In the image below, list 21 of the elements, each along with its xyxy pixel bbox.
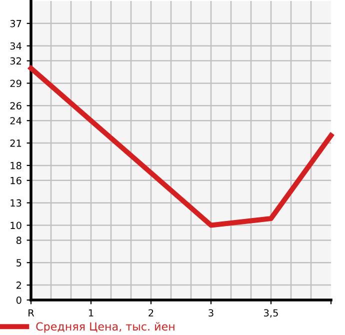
y-tick-label: 5 (16, 259, 22, 266)
y-tick-label: 10 (10, 222, 22, 230)
y-tick-label: 24 (10, 117, 22, 124)
x-tick-label: 1 (88, 309, 94, 316)
y-tick-label: 34 (10, 42, 22, 50)
y-tick-label: 26 (10, 102, 22, 110)
y-tick-label: 0 (16, 296, 22, 304)
y-tick-label: 8 (16, 236, 22, 244)
y-tick-label: 13 (10, 199, 22, 207)
y-tick-label: 29 (10, 80, 22, 88)
y-tick-label: 37 (10, 20, 22, 28)
y-tick-label: 16 (10, 176, 22, 184)
y-tick-label: 18 (10, 162, 22, 170)
x-tick-label: 2 (148, 309, 154, 316)
x-tick-label: 3 (208, 309, 214, 317)
x-tick-label: 3,5 (264, 309, 278, 318)
y-tick-label: 21 (10, 140, 22, 147)
y-tick-label: 32 (10, 57, 21, 65)
x-tick-label: R (28, 309, 34, 316)
y-tick-label: 2 (16, 282, 21, 289)
legend-label: Средняя Цена, тыс. йен (36, 322, 174, 333)
